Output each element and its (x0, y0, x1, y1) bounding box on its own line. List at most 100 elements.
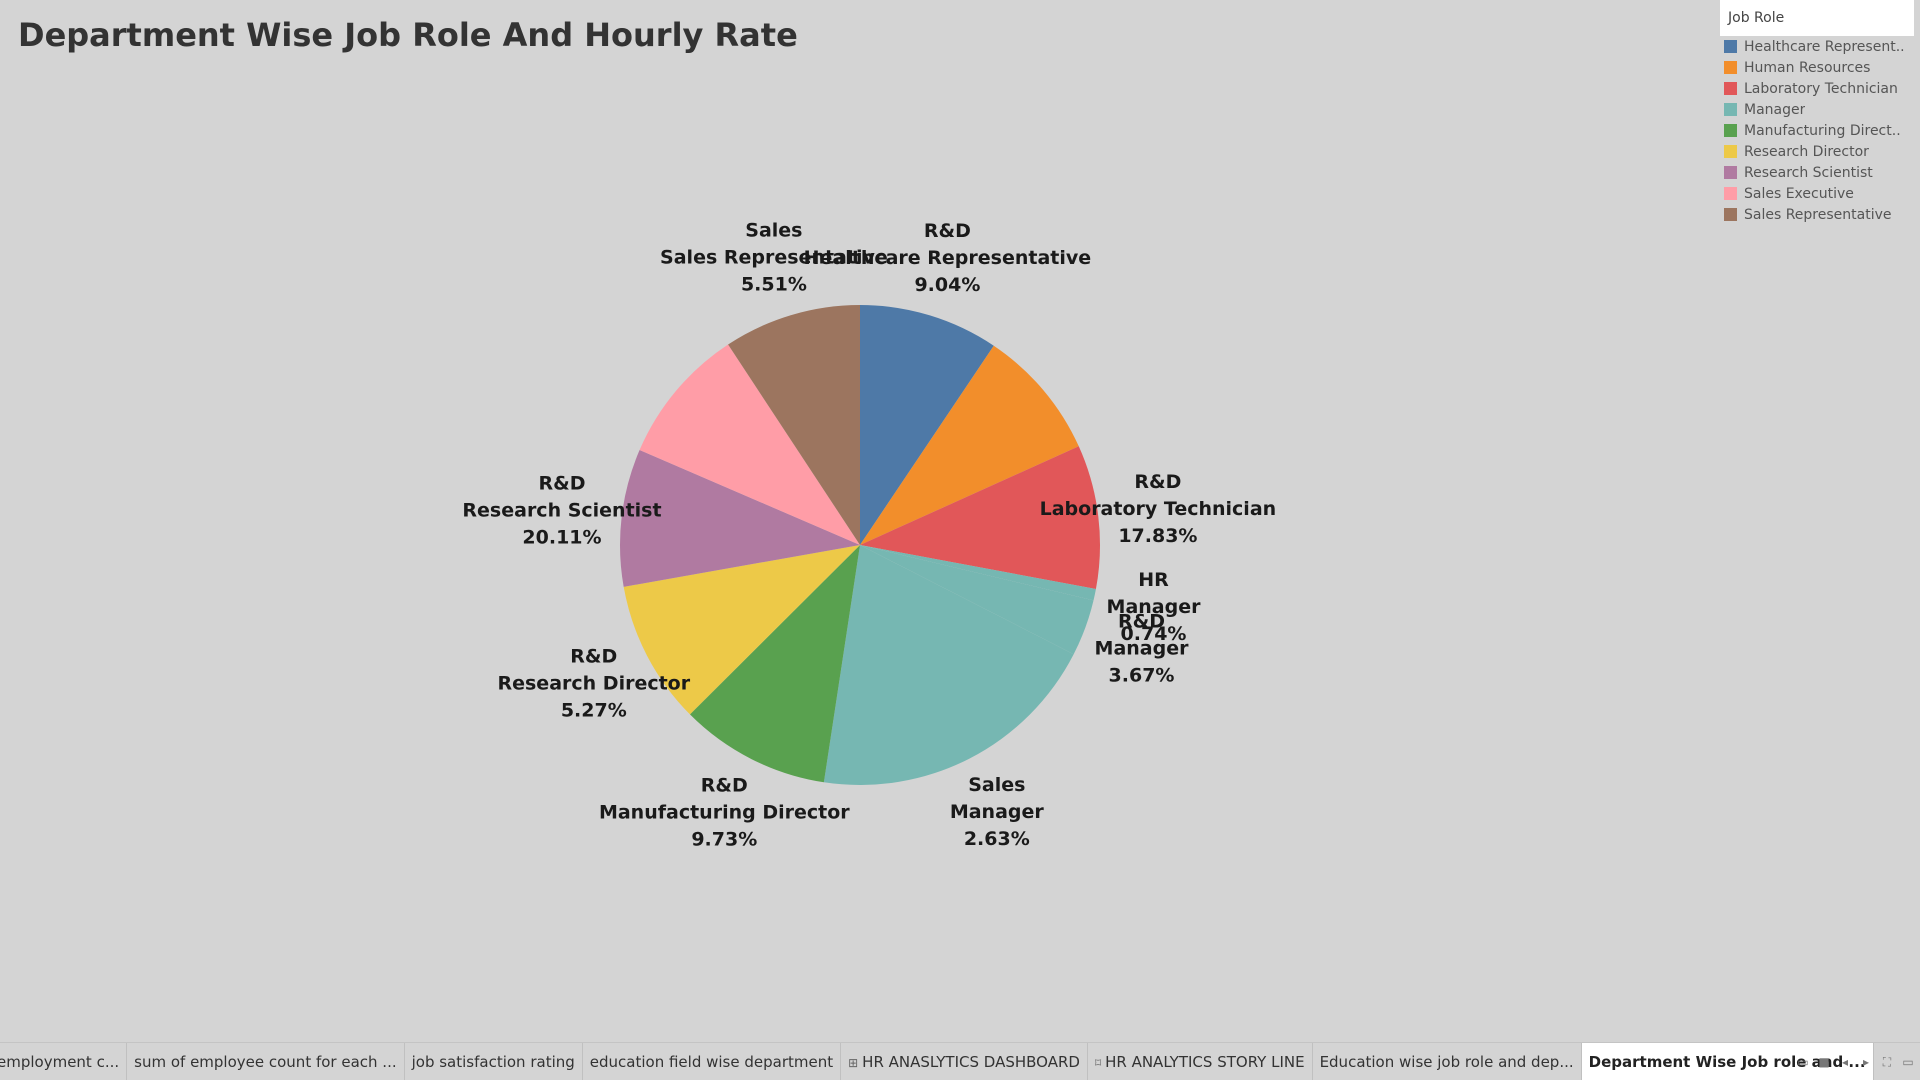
legend-label: Manager (1744, 101, 1806, 118)
slice-label-role: Manager (1107, 596, 1202, 618)
slice-label-department: HR (1138, 569, 1169, 591)
slice-label-department: Sales (968, 774, 1025, 796)
sheet-tab[interactable]: ⌑ HR ANALYTICS STORY LINE (1088, 1043, 1313, 1080)
sheet-tab-label: HR ANASLYTICS DASHBOARD (862, 1053, 1080, 1071)
dashboard-icon: ⊞ (848, 1056, 859, 1070)
legend-item[interactable]: Sales Executive (1720, 183, 1914, 204)
sheet-tab[interactable]: education field wise department (583, 1043, 842, 1080)
pie-slice[interactable] (860, 345, 1079, 545)
previous-sheet-icon[interactable]: ◂ (1841, 1055, 1849, 1069)
slice-label-department: Sales (745, 220, 802, 242)
legend-label: Laboratory Technician (1744, 80, 1898, 97)
slice-label-role: Research Scientist (462, 499, 661, 521)
pie-slice[interactable] (823, 545, 1074, 786)
pie-slice[interactable] (728, 305, 860, 545)
slice-label-department: R&D (570, 645, 617, 667)
slice-label-role: Manager (1095, 638, 1190, 660)
sheet-sorter-icon[interactable]: ▭ (1797, 1055, 1809, 1069)
page-title: Department Wise Job Role And Hourly Rate (18, 16, 798, 54)
legend-swatch (1724, 187, 1737, 200)
legend-label: Manufacturing Direct.. (1744, 122, 1901, 139)
sheet-tab-bar: employment c... sum of employee count for… (0, 1042, 1920, 1080)
legend-item[interactable]: Research Scientist (1720, 162, 1914, 183)
slice-label-department: R&D (924, 220, 971, 242)
pie-slice[interactable] (860, 446, 1100, 590)
sheet-tab[interactable]: Education wise job role and dep... (1313, 1043, 1582, 1080)
slice-label: R&D Manager 3.67% (1095, 611, 1190, 687)
slice-label-role: Healthcare Representative (804, 247, 1092, 269)
legend-label: Sales Executive (1744, 185, 1854, 202)
pie-slice[interactable] (639, 344, 860, 545)
slice-label-department: R&D (1118, 611, 1165, 633)
slice-label-label: 2.63% (964, 828, 1030, 850)
slice-label: Sales Sales Representative 5.51% (660, 220, 888, 296)
pie-slice[interactable] (860, 304, 994, 545)
pie-slice[interactable] (860, 545, 1094, 655)
pie-slice[interactable] (860, 545, 1096, 601)
legend-swatch (1724, 208, 1737, 221)
sheet-tab-label: job satisfaction rating (411, 1053, 575, 1071)
slice-label-label: 9.73% (691, 829, 757, 851)
slice-label: R&D Laboratory Technician 17.83% (1040, 471, 1277, 547)
legend-item[interactable]: Research Director (1720, 141, 1914, 162)
legend-swatch (1724, 61, 1737, 74)
legend-label: Healthcare Represent.. (1744, 38, 1905, 55)
fullscreen-icon[interactable]: ⛶ (1882, 1055, 1892, 1069)
legend-swatch (1724, 103, 1737, 116)
slice-label-role: Laboratory Technician (1040, 498, 1277, 520)
slice-label: R&D Research Director 5.27% (497, 645, 690, 721)
slice-label-department: R&D (701, 775, 748, 797)
slice-label-label: 0.74% (1121, 623, 1187, 645)
slice-label-department: R&D (539, 472, 586, 494)
legend-item[interactable]: Laboratory Technician (1720, 78, 1914, 99)
slice-label-label: 20.11% (522, 526, 601, 548)
legend-label: Human Resources (1744, 59, 1871, 76)
slice-label-label: 5.27% (561, 699, 627, 721)
color-legend[interactable]: Job Role Healthcare Represent.. Human Res… (1720, 0, 1914, 225)
sheet-tab-label: Education wise job role and dep... (1319, 1053, 1574, 1071)
sheet-tab[interactable]: ⊞ HR ANASLYTICS DASHBOARD (841, 1043, 1088, 1080)
slice-label-role: Manager (950, 801, 1045, 823)
slice-label-label: 3.67% (1109, 665, 1175, 687)
legend-label: Research Director (1744, 143, 1869, 160)
pie-slice[interactable] (620, 450, 860, 587)
sheet-tab-label: sum of employee count for each ... (134, 1053, 397, 1071)
slice-label: R&D Healthcare Representative 9.04% (804, 220, 1092, 296)
pie-slice[interactable] (689, 545, 860, 783)
legend-label: Sales Representative (1744, 206, 1892, 223)
slice-label: R&D Research Scientist 20.11% (462, 472, 661, 548)
filmstrip-icon[interactable]: ■ (1818, 1055, 1830, 1069)
legend-swatch (1724, 145, 1737, 158)
sheet-tab[interactable]: job satisfaction rating (405, 1043, 583, 1080)
sheet-tab[interactable]: employment c... (0, 1043, 128, 1080)
slice-label-label: 17.83% (1118, 525, 1197, 547)
slice-label: HR Manager 0.74% (1107, 569, 1202, 645)
legend-item[interactable]: Manufacturing Direct.. (1720, 120, 1914, 141)
legend-item[interactable]: Healthcare Represent.. (1720, 36, 1914, 57)
next-sheet-icon[interactable]: ▸ (1862, 1055, 1870, 1069)
slice-label-role: Sales Representative (660, 247, 888, 269)
presentation-icon[interactable]: ▭ (1902, 1055, 1914, 1069)
sheet-tab-label: HR ANALYTICS STORY LINE (1105, 1053, 1305, 1071)
sheet-tab[interactable]: Department Wise Job role and ... (1581, 1043, 1874, 1080)
legend-swatch (1724, 166, 1737, 179)
slice-label: R&D Manufacturing Director 9.73% (599, 775, 850, 851)
slice-label-role: Manufacturing Director (599, 802, 850, 824)
slice-label-label: 5.51% (741, 274, 807, 296)
slice-label-label: 9.04% (914, 274, 980, 296)
legend-item[interactable]: Human Resources (1720, 57, 1914, 78)
legend-title: Job Role (1720, 0, 1914, 36)
slice-label-role: Research Director (497, 672, 690, 694)
sheet-tab-label: employment c... (0, 1053, 120, 1071)
legend-label: Research Scientist (1744, 164, 1873, 181)
legend-item[interactable]: Sales Representative (1720, 204, 1914, 225)
sheet-tab[interactable]: sum of employee count for each ... (127, 1043, 405, 1080)
pie-chart[interactable]: R&D Healthcare Representative 9.04% R&D Labo… (0, 0, 1920, 1040)
pie-slice[interactable] (623, 545, 860, 715)
story-icon: ⌑ (1094, 1056, 1102, 1070)
legend-item[interactable]: Manager (1720, 99, 1914, 120)
legend-swatch (1724, 124, 1737, 137)
sheet-tab-label: education field wise department (589, 1053, 834, 1071)
slice-label-department: R&D (1134, 471, 1181, 493)
